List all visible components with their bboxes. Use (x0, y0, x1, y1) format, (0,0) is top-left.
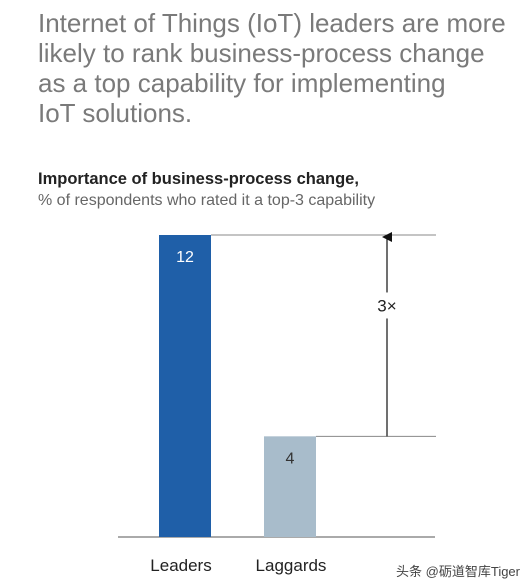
data-label-leaders: 12 (176, 249, 194, 266)
bar-laggards (264, 436, 316, 537)
bar-leaders (159, 235, 211, 537)
headline-line: Internet of Things (IoT) leaders are mor… (38, 8, 506, 38)
multiplier-label-background (370, 292, 404, 319)
headline-line: as a top capability for implementing (38, 68, 446, 98)
watermark: 头条 @砺道智库Tiger (396, 564, 520, 579)
headline-line: IoT solutions. (38, 98, 193, 128)
headline-line: likely to rank business-process change (38, 38, 485, 68)
category-label-laggards: Laggards (256, 556, 327, 575)
chart-title: Importance of business-process change, (38, 170, 359, 188)
data-label-laggards: 4 (286, 450, 295, 467)
category-label-leaders: Leaders (150, 556, 211, 575)
headline: Internet of Things (IoT) leaders are mor… (38, 8, 518, 128)
chart-subtitle: % of respondents who rated it a top-3 ca… (38, 192, 376, 209)
multiplier-label: 3× (377, 296, 396, 315)
